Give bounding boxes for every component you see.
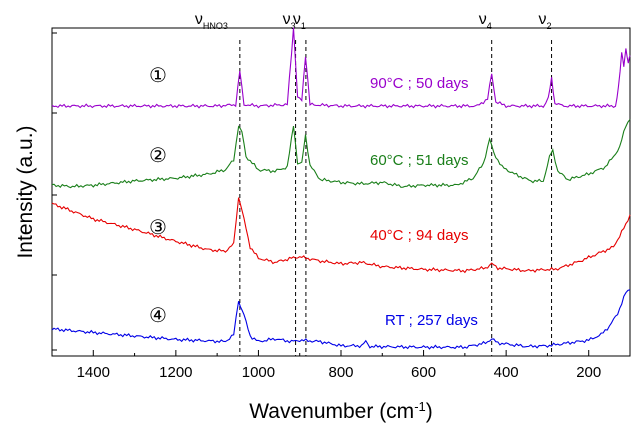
series-line xyxy=(51,197,631,274)
band-label-sub: HNO3 xyxy=(203,21,228,31)
y-axis: Intensity (a.u.) xyxy=(14,32,57,351)
series-line xyxy=(51,27,631,109)
y-axis-title: Intensity (a.u.) xyxy=(14,125,37,258)
series-line xyxy=(51,289,631,350)
series-layer: 90°C ; 50 days ① 60°C ; 51 days ② 40°C ; 94 … xyxy=(51,27,631,350)
x-tick-label: 400 xyxy=(494,364,519,381)
x-axis-title-main: Wavenumber (cm xyxy=(249,400,414,423)
series-marker: ① xyxy=(149,65,167,87)
series-label: RT ; 257 days xyxy=(385,312,478,329)
x-tick-label: 200 xyxy=(576,364,601,381)
series-label: 40°C ; 94 days xyxy=(370,227,469,244)
x-tick-label: 1200 xyxy=(159,364,192,381)
x-axis-title-sup: -1 xyxy=(414,399,426,414)
x-axis-title: Wavenumber (cm-1) xyxy=(249,399,433,424)
series-line xyxy=(51,119,631,189)
x-tick-label: 800 xyxy=(328,364,353,381)
series-marker: ② xyxy=(149,145,167,167)
x-tick-label: 600 xyxy=(411,364,436,381)
series-label: 60°C ; 51 days xyxy=(370,152,469,169)
band-label-sub: 3 xyxy=(291,21,296,31)
series-marker: ④ xyxy=(149,305,167,327)
x-tick-label: 1000 xyxy=(242,364,275,381)
plot-frame xyxy=(51,27,631,357)
x-axis: 1400 1200 1000 800 600 400 200 xyxy=(51,350,631,381)
band-label-sub: 1 xyxy=(301,21,306,31)
series-marker: ③ xyxy=(149,217,167,239)
band-label-sub: 4 xyxy=(487,21,492,31)
series-label: 90°C ; 50 days xyxy=(370,75,469,92)
band-label-sub: 2 xyxy=(547,21,552,31)
x-tick-label: 1400 xyxy=(77,364,110,381)
x-axis-title-close: ) xyxy=(426,400,433,423)
